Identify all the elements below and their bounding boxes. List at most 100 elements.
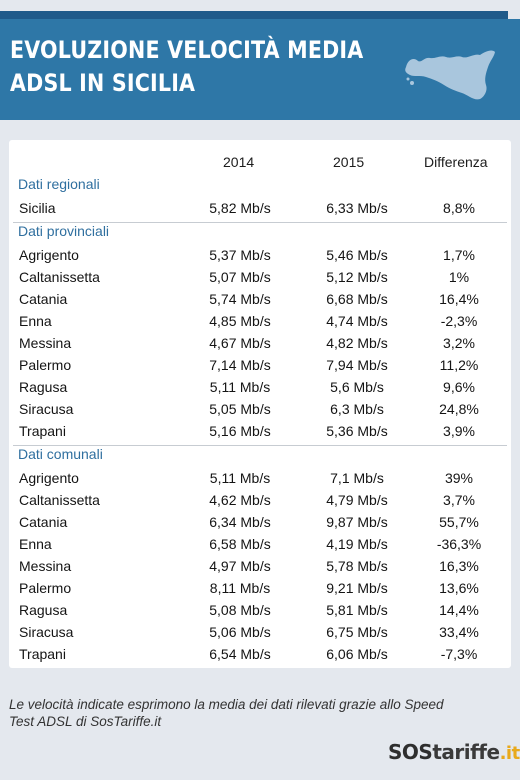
column-header-2014: 2014 [223,154,255,170]
cell-differenza: 16,4% [439,291,479,307]
data-table: 2014 2015 Differenza Dati regionali Sicil… [9,140,511,668]
row-name: Agrigento [19,247,79,263]
table-row: Messina 4,97 Mb/s 5,78 Mb/s 16,3% [9,555,511,577]
cell-2015: 6,33 Mb/s [326,200,388,216]
row-name: Ragusa [19,602,68,618]
cell-2015: 6,06 Mb/s [326,646,388,662]
cell-differenza: -36,3% [436,536,482,552]
cell-differenza: -2,3% [440,313,478,329]
cell-2015: 5,36 Mb/s [326,423,388,439]
cell-differenza: 9,6% [443,379,475,395]
row-name: Trapani [19,423,66,439]
cell-2014: 5,05 Mb/s [209,401,271,417]
row-name: Enna [19,313,52,329]
table-row: Agrigento 5,37 Mb/s 5,46 Mb/s 1,7% [9,244,511,266]
title-line-1: EVOLUZIONE VELOCITÀ MEDIA [10,36,364,64]
cell-2014: 5,08 Mb/s [209,602,271,618]
cell-2014: 4,62 Mb/s [209,492,271,508]
cell-2015: 5,81 Mb/s [326,602,388,618]
row-name: Palermo [19,357,72,373]
cell-2015: 7,1 Mb/s [330,470,384,486]
table-row: Trapani 6,54 Mb/s 6,06 Mb/s -7,3% [9,643,511,665]
cell-differenza: 1,7% [443,247,475,263]
cell-2014: 8,11 Mb/s [209,580,271,596]
row-name: Siracusa [19,624,74,640]
cell-2015: 9,87 Mb/s [326,514,388,530]
column-header-differenza: Differenza [424,154,488,170]
table-row: Ragusa 5,08 Mb/s 5,81 Mb/s 14,4% [9,599,511,621]
row-name: Palermo [19,580,72,596]
sostariffe-logo: SOStariffe.it [388,740,520,768]
cell-differenza: 33,4% [439,624,479,640]
cell-differenza: 55,7% [439,514,479,530]
cell-differenza: 11,2% [439,357,479,373]
cell-differenza: 13,6% [439,580,479,596]
row-name: Sicilia [19,200,56,216]
cell-2015: 7,94 Mb/s [326,357,388,373]
cell-differenza: 3,7% [443,492,475,508]
cell-2015: 6,68 Mb/s [326,291,388,307]
table-row: Trapani 5,16 Mb/s 5,36 Mb/s 3,9% [9,420,511,442]
cell-differenza: 24,8% [439,401,479,417]
cell-2015: 5,78 Mb/s [326,558,388,574]
section-label: Dati regionali [18,176,100,192]
footnote: Le velocità indicate esprimono la media … [9,697,444,729]
cell-differenza: 16,3% [439,558,479,574]
header-banner: EVOLUZIONE VELOCITÀ MEDIA ADSL IN SICILI… [0,19,520,120]
title-line-2: ADSL IN SICILIA [10,69,196,97]
cell-2014: 5,06 Mb/s [209,624,271,640]
section-divider [13,445,507,446]
cell-2015: 4,79 Mb/s [326,492,388,508]
row-name: Siracusa [19,401,74,417]
row-name: Catania [19,291,68,307]
cell-differenza: 3,2% [443,335,475,351]
row-name: Messina [19,335,72,351]
table-row: Enna 4,85 Mb/s 4,74 Mb/s -2,3% [9,310,511,332]
table-row: Messina 4,67 Mb/s 4,82 Mb/s 3,2% [9,332,511,354]
row-name: Caltanissetta [19,269,100,285]
table-row: Catania 5,74 Mb/s 6,68 Mb/s 16,4% [9,288,511,310]
cell-differenza: -7,3% [440,646,478,662]
table-row: Sicilia 5,82 Mb/s 6,33 Mb/s 8,8% [9,197,511,219]
row-name: Enna [19,536,52,552]
cell-2014: 6,34 Mb/s [209,514,271,530]
row-name: Agrigento [19,470,79,486]
table-row: Palermo 8,11 Mb/s 9,21 Mb/s 13,6% [9,577,511,599]
cell-2014: 5,74 Mb/s [209,291,271,307]
section-divider [13,222,507,223]
cell-2014: 5,11 Mb/s [209,470,271,486]
cell-2015: 5,6 Mb/s [330,379,384,395]
cell-2015: 6,75 Mb/s [326,624,388,640]
cell-2014: 5,16 Mb/s [209,423,271,439]
table-row: Palermo 7,14 Mb/s 7,94 Mb/s 11,2% [9,354,511,376]
cell-2014: 5,37 Mb/s [209,247,271,263]
header-shadow [0,11,508,19]
cell-2015: 6,3 Mb/s [330,401,384,417]
row-name: Trapani [19,646,66,662]
cell-2014: 5,82 Mb/s [209,200,271,216]
row-name: Catania [19,514,68,530]
row-name: Ragusa [19,379,68,395]
table-row: Siracusa 5,06 Mb/s 6,75 Mb/s 33,4% [9,621,511,643]
cell-differenza: 3,9% [443,423,475,439]
table-row: Catania 6,34 Mb/s 9,87 Mb/s 55,7% [9,511,511,533]
cell-2014: 4,67 Mb/s [209,335,271,351]
table-row: Ragusa 5,11 Mb/s 5,6 Mb/s 9,6% [9,376,511,398]
cell-2015: 4,19 Mb/s [326,536,388,552]
cell-2014: 7,14 Mb/s [209,357,271,373]
cell-differenza: 1% [448,269,470,285]
column-header-2015: 2015 [333,154,365,170]
page-title: EVOLUZIONE VELOCITÀ MEDIA ADSL IN SICILI… [10,34,363,100]
cell-2015: 4,82 Mb/s [326,335,388,351]
table-row: Siracusa 5,05 Mb/s 6,3 Mb/s 24,8% [9,398,511,420]
cell-2014: 5,11 Mb/s [209,379,271,395]
cell-2015: 4,74 Mb/s [326,313,388,329]
logo-sos: SOS [388,740,433,764]
table-row: Caltanissetta 5,07 Mb/s 5,12 Mb/s 1% [9,266,511,288]
cell-2015: 9,21 Mb/s [326,580,388,596]
row-name: Messina [19,558,72,574]
cell-differenza: 14,4% [439,602,479,618]
table-row: Agrigento 5,11 Mb/s 7,1 Mb/s 39% [9,467,511,489]
cell-2014: 6,54 Mb/s [209,646,271,662]
sicily-map-icon [405,50,495,100]
